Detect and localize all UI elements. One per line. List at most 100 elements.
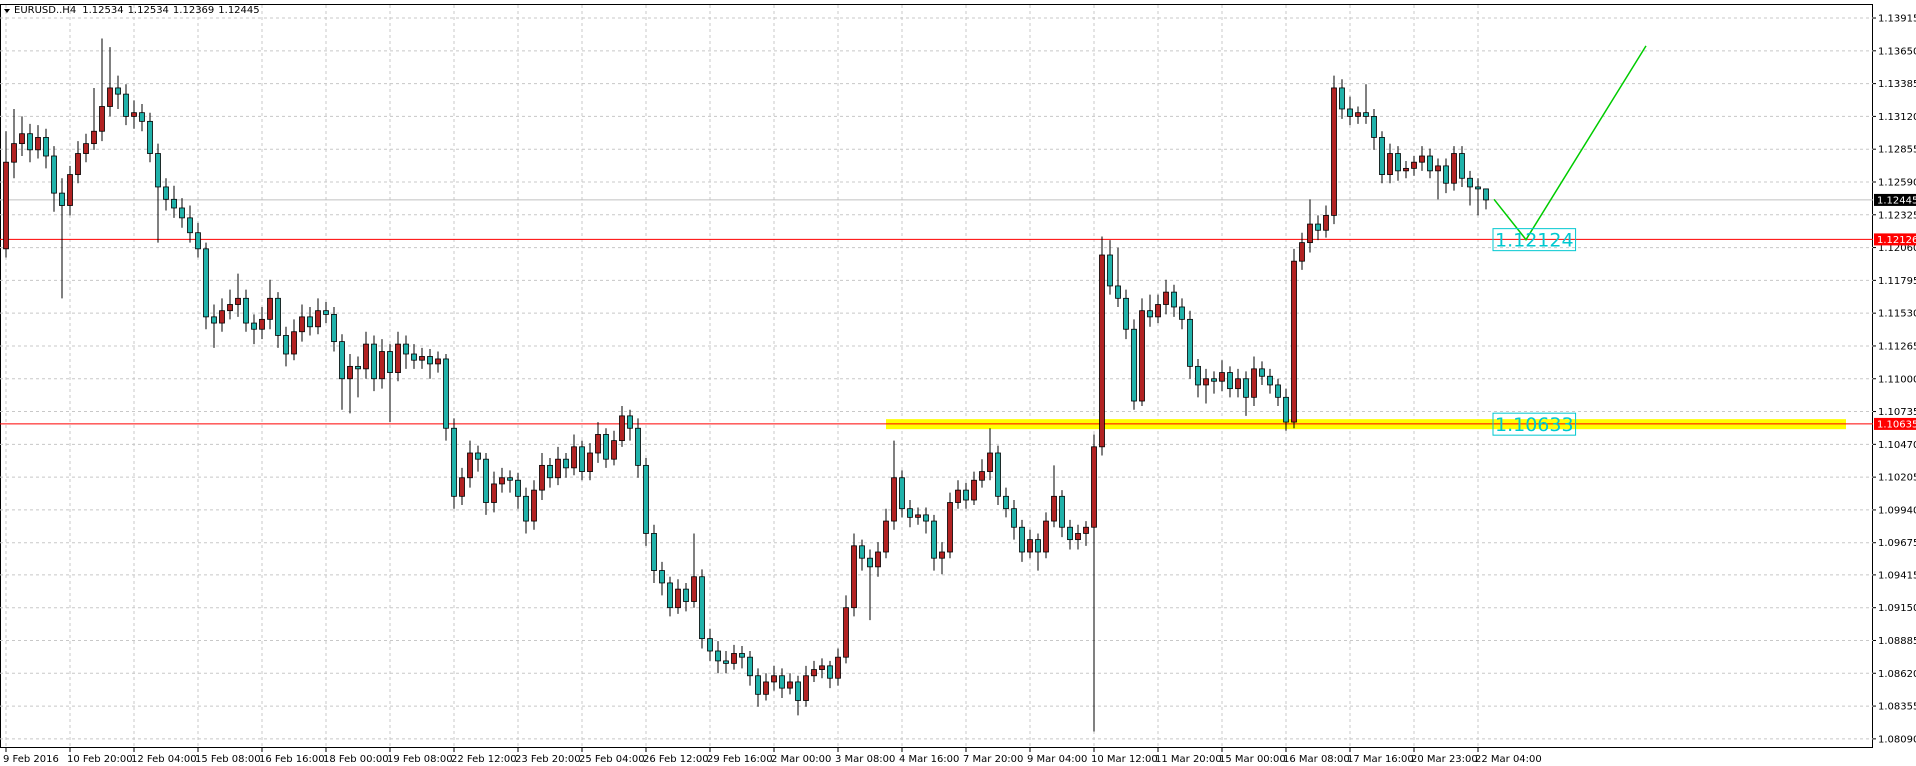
candle-body xyxy=(939,551,945,559)
candle-body xyxy=(699,576,705,640)
candle-body xyxy=(371,343,377,380)
x-tick-label: 16 Mar 08:00 xyxy=(1283,754,1350,765)
candle-body xyxy=(1219,372,1225,382)
x-tick-label: 26 Feb 12:00 xyxy=(643,754,709,765)
y-tick-label: 1.09150 xyxy=(1878,603,1916,614)
candle-body xyxy=(411,353,417,361)
y-tick-label: 1.10470 xyxy=(1878,440,1916,451)
low-price: 1.12369 xyxy=(173,5,214,16)
y-tick-label: 1.11000 xyxy=(1878,374,1916,385)
candle-body xyxy=(1419,155,1425,163)
candle-body xyxy=(1475,186,1481,190)
candle-body xyxy=(715,650,721,662)
y-tick-label: 1.12325 xyxy=(1878,210,1916,221)
candle-body xyxy=(1483,188,1489,201)
candle-body xyxy=(787,681,793,689)
candle-body xyxy=(1363,112,1369,117)
y-tick-label: 1.09415 xyxy=(1878,570,1916,581)
y-tick-label: 1.10735 xyxy=(1878,407,1916,418)
candle-body xyxy=(931,520,937,559)
candle-body xyxy=(51,155,57,194)
x-tick-label: 16 Feb 16:00 xyxy=(259,754,325,765)
candle-body xyxy=(59,192,65,206)
candle-body xyxy=(1243,378,1249,398)
x-tick-label: 11 Mar 20:00 xyxy=(1155,754,1222,765)
candle-body xyxy=(731,653,737,664)
candle-body xyxy=(211,316,217,324)
x-tick-label: 9 Feb 2016 xyxy=(3,754,59,765)
price-label-box xyxy=(1874,417,1916,430)
current-price-label: 1.12445 xyxy=(1877,195,1916,206)
candle-body xyxy=(1203,378,1209,386)
candle-body xyxy=(1411,161,1417,169)
annotation-label: 1.10633 xyxy=(1495,414,1574,436)
candle-body xyxy=(1371,116,1377,138)
x-tick-label: 19 Feb 08:00 xyxy=(387,754,453,765)
candle-body xyxy=(347,365,353,380)
candle-body xyxy=(1147,310,1153,318)
chart-header: EURUSD..H4 1.12534 1.12534 1.12369 1.12445 xyxy=(14,5,260,16)
candle-body xyxy=(379,351,385,380)
candle-body xyxy=(1443,165,1449,184)
current-price-box xyxy=(1874,193,1916,206)
candle-body xyxy=(1291,260,1297,423)
candle-body xyxy=(1395,153,1401,172)
candle-body xyxy=(1179,306,1185,320)
candle-body xyxy=(99,106,105,132)
candle-body xyxy=(155,153,161,188)
candle-body xyxy=(1099,254,1105,448)
candle-body xyxy=(563,458,569,469)
x-tick-label: 17 Mar 16:00 xyxy=(1347,754,1414,765)
candle-body xyxy=(1275,384,1281,398)
annotation-box xyxy=(1492,228,1577,252)
candle-body xyxy=(1187,318,1193,367)
x-tick-label: 15 Feb 08:00 xyxy=(195,754,261,765)
candle-body xyxy=(795,681,801,701)
candle-body xyxy=(1267,375,1273,386)
x-tick-label: 29 Feb 16:00 xyxy=(707,754,773,765)
candle-body xyxy=(1131,328,1137,402)
candle-body xyxy=(619,415,625,442)
x-tick-label: 20 Mar 23:00 xyxy=(1411,754,1478,765)
x-tick-label: 10 Feb 20:00 xyxy=(67,754,133,765)
candle-body xyxy=(19,133,25,145)
candle-body xyxy=(1171,291,1177,308)
candle-body xyxy=(483,458,489,503)
candle-body xyxy=(531,489,537,522)
y-tick-label: 1.13650 xyxy=(1878,46,1916,57)
grid xyxy=(0,5,1873,747)
candle-body xyxy=(299,316,305,333)
candle-body xyxy=(763,681,769,695)
menu-icon[interactable] xyxy=(4,9,10,13)
candle-body xyxy=(883,520,889,553)
candle-body xyxy=(803,675,809,701)
candle-body xyxy=(355,365,361,370)
candle-body xyxy=(667,582,673,609)
candle-body xyxy=(67,174,73,206)
candle-body xyxy=(1331,87,1337,216)
candle-body xyxy=(659,570,665,584)
x-tick-label: 22 Feb 12:00 xyxy=(451,754,517,765)
x-tick-label: 2 Mar 00:00 xyxy=(771,754,831,765)
candle-body xyxy=(1195,365,1201,386)
candle-body xyxy=(11,143,17,163)
candle-body xyxy=(1299,242,1305,262)
candle-body xyxy=(595,434,601,454)
candle-body xyxy=(1035,539,1041,553)
candle-body xyxy=(315,310,321,328)
candle-body xyxy=(259,318,265,330)
candle-body xyxy=(1211,378,1217,382)
price-label: 1.10635 xyxy=(1877,419,1916,430)
candle-body xyxy=(547,464,553,479)
candle-body xyxy=(1115,285,1121,299)
candle-body xyxy=(1051,495,1057,522)
candle-body xyxy=(459,477,465,497)
candle-body xyxy=(1251,368,1257,398)
candle-body xyxy=(251,322,257,330)
candle-body xyxy=(419,356,425,361)
y-tick-label: 1.13385 xyxy=(1878,79,1916,90)
y-tick-label: 1.10205 xyxy=(1878,473,1916,484)
candle-body xyxy=(683,588,689,602)
